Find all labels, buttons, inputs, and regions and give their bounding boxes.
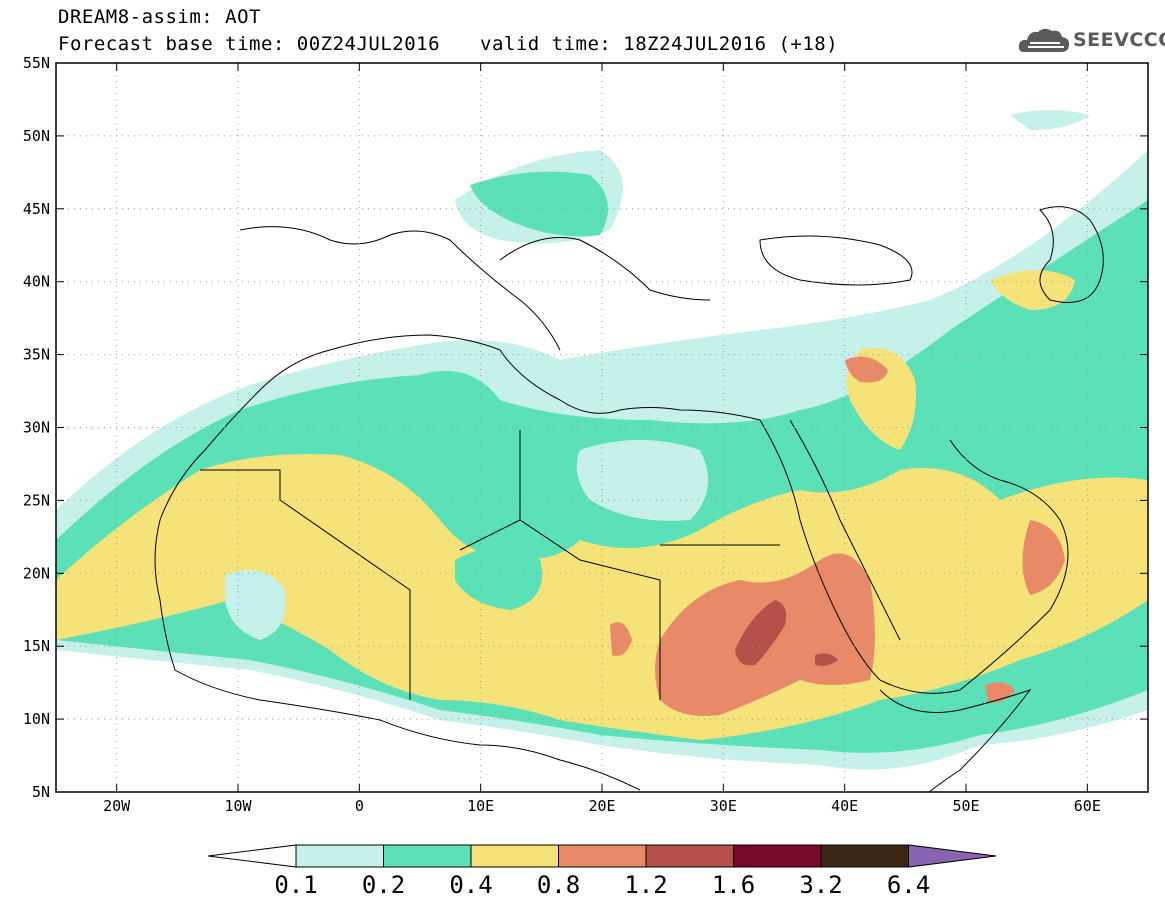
- aot-region-0.4: [990, 270, 1075, 310]
- aot-colorbar: [207, 844, 997, 868]
- coastline-arabia: [879, 439, 1069, 694]
- lat-label: 50N: [23, 127, 50, 145]
- colorbar-level-label: 0.4: [449, 871, 492, 899]
- colorbar-segment: [645, 844, 734, 868]
- lon-label: 50E: [952, 797, 979, 815]
- colorbar-level-label: 1.2: [624, 871, 667, 899]
- lat-label: 15N: [23, 637, 50, 655]
- colorbar-level-label: 3.2: [799, 871, 842, 899]
- coastline-black-sea: [759, 235, 913, 286]
- lon-label: 20W: [103, 797, 131, 815]
- lat-label: 35N: [23, 346, 50, 364]
- lat-label: 20N: [23, 564, 50, 582]
- aot-region-0.2: [455, 547, 542, 610]
- lat-label: 5N: [32, 783, 50, 801]
- latitude-labels: 55N 50N 45N 40N 35N 30N 25N 20N 15N 10N 5N: [23, 54, 50, 801]
- lat-label: 30N: [23, 419, 50, 437]
- coastline-north-africa: [329, 334, 761, 421]
- cloud-logo-icon: [1018, 28, 1070, 52]
- aot-region-0.8: [610, 622, 632, 656]
- lon-label: 60E: [1074, 797, 1101, 815]
- lat-label: 25N: [23, 491, 50, 509]
- colorbar-segment: [558, 844, 647, 868]
- coastline-west-africa: [154, 349, 641, 791]
- coastlines: [154, 206, 1104, 792]
- valid-time: valid time: 18Z24JUL2016 (+18): [480, 33, 839, 55]
- coastline-europe: [239, 226, 711, 351]
- aot-region-1.2: [735, 600, 787, 666]
- colorbar-segment: [383, 844, 472, 868]
- colorbar-level-label: 6.4: [887, 871, 930, 899]
- aot-region-0.1: [1010, 110, 1090, 130]
- lat-label: 45N: [23, 200, 50, 218]
- longitude-labels: 20W 10W 0 10E 20E 30E 40E 50E 60E: [103, 797, 1101, 815]
- colorbar-level-label: 1.6: [712, 871, 755, 899]
- lon-label: 0: [355, 797, 364, 815]
- axis-ticks: [56, 62, 1148, 793]
- lat-label: 10N: [23, 710, 50, 728]
- lon-label: 30E: [710, 797, 737, 815]
- lat-label: 55N: [23, 54, 50, 72]
- coastline-caspian: [1039, 206, 1104, 303]
- logo-text: SEEVCCC: [1073, 29, 1165, 51]
- colorbar-segment: [820, 844, 909, 868]
- lat-label: 40N: [23, 273, 50, 291]
- aot-region-0.8: [845, 356, 888, 383]
- aot-region-1.2: [815, 653, 838, 666]
- coastline-red-sea: [759, 419, 901, 681]
- map-title: DREAM8-assim: AOT: [58, 6, 261, 28]
- colorbar-level-label: 0.2: [362, 871, 405, 899]
- aot-region-0.1: [576, 440, 708, 521]
- colorbar-high-arrow: [908, 844, 997, 868]
- colorbar-level-label: 0.8: [537, 871, 580, 899]
- lon-label: 10E: [467, 797, 494, 815]
- colorbar-labels: 0.1 0.2 0.4 0.8 1.2 1.6 3.2 6.4: [274, 871, 930, 899]
- aot-region-0.8: [1022, 520, 1065, 595]
- coastline-horn-africa: [879, 689, 1032, 792]
- colorbar-segment: [733, 844, 822, 868]
- border-sahara: [200, 430, 780, 700]
- lat-lon-grid: [56, 63, 1148, 792]
- colorbar-segment: [295, 844, 384, 868]
- colorbar-low-arrow: [207, 844, 297, 868]
- lon-label: 10W: [224, 797, 252, 815]
- colorbar-segment: [470, 844, 559, 868]
- colorbar-level-label: 0.1: [274, 871, 317, 899]
- lon-label: 20E: [588, 797, 615, 815]
- forecast-base-time: Forecast base time: 00Z24JUL2016: [58, 33, 441, 55]
- aot-region-0.1: [225, 570, 286, 640]
- lon-label: 40E: [831, 797, 858, 815]
- aot-region-0.2: [470, 171, 608, 237]
